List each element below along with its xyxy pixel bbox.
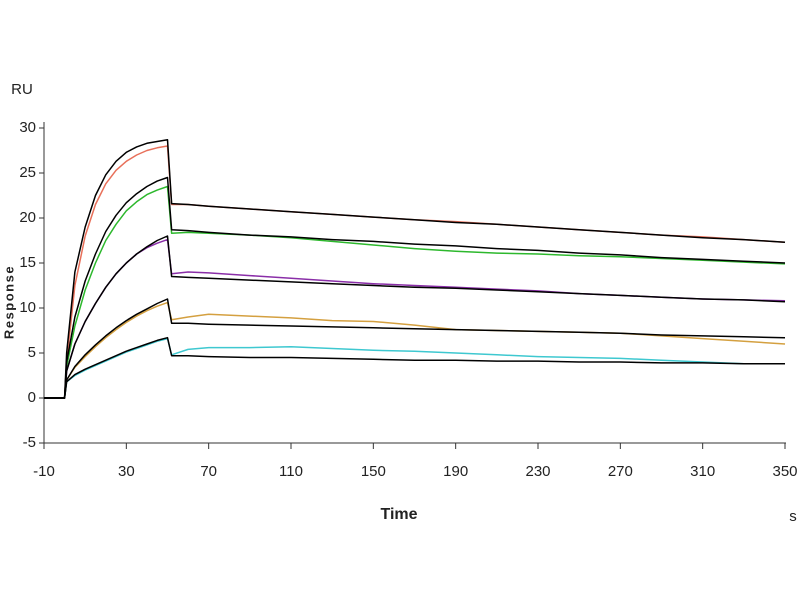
y-unit-label: RU bbox=[11, 81, 33, 98]
y-tick-label: 30 bbox=[19, 119, 36, 136]
x-axis-title: Time bbox=[380, 506, 417, 523]
series-line bbox=[44, 298, 786, 399]
series-line bbox=[44, 138, 786, 399]
series-line bbox=[44, 235, 786, 399]
x-tick-label: 150 bbox=[361, 463, 386, 480]
x-tick-label: 70 bbox=[200, 463, 217, 480]
series-line bbox=[44, 301, 786, 399]
x-tick-label: 110 bbox=[279, 463, 303, 480]
series-line bbox=[44, 238, 786, 399]
y-tick-label: 15 bbox=[19, 254, 36, 271]
y-tick-label: 25 bbox=[19, 164, 36, 181]
x-unit-label: s bbox=[789, 508, 797, 525]
x-tick-label: 270 bbox=[608, 463, 633, 480]
y-tick-label: -5 bbox=[23, 434, 36, 451]
y-tick-label: 5 bbox=[28, 344, 36, 361]
y-axis-title: Response bbox=[1, 265, 16, 339]
x-tick-label: 30 bbox=[118, 463, 135, 480]
y-tick-label: 20 bbox=[19, 209, 36, 226]
series-line bbox=[44, 336, 785, 399]
x-tick-label: 230 bbox=[525, 463, 550, 480]
y-tick-label: 10 bbox=[19, 299, 36, 316]
x-tick-label: 310 bbox=[690, 463, 715, 480]
x-tick-label: -10 bbox=[33, 463, 55, 480]
x-tick-label: 190 bbox=[443, 463, 468, 480]
series-line bbox=[44, 185, 786, 399]
x-tick-label: 350 bbox=[772, 463, 797, 480]
series-line bbox=[44, 176, 786, 399]
series-line bbox=[44, 337, 744, 399]
y-tick-label: 0 bbox=[28, 389, 36, 406]
